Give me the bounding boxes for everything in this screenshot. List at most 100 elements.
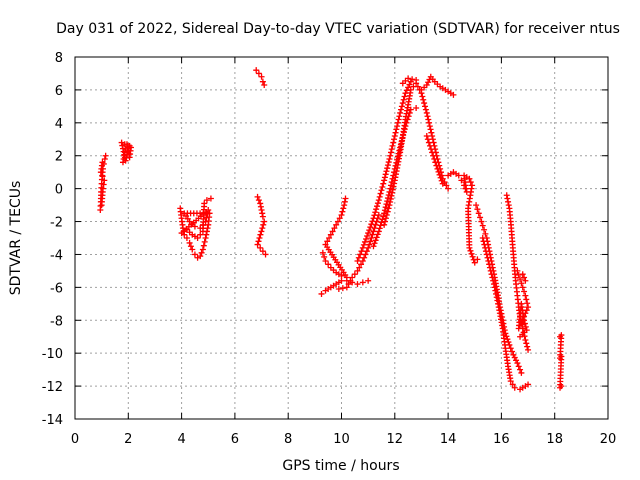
data-point	[395, 116, 402, 123]
data-point	[191, 223, 198, 230]
data-point	[324, 238, 331, 245]
y-tick-label: -14	[42, 413, 63, 428]
data-point	[423, 109, 430, 116]
data-point	[372, 209, 379, 216]
data-point	[257, 231, 264, 238]
data-point	[369, 231, 376, 238]
data-point	[124, 151, 131, 158]
data-point	[99, 173, 106, 180]
data-point	[507, 345, 514, 352]
data-point	[432, 159, 439, 166]
data-point	[370, 243, 377, 250]
data-point	[511, 354, 518, 361]
data-point	[342, 195, 349, 202]
data-point	[445, 185, 452, 192]
x-tick-label: 12	[387, 432, 404, 447]
data-point	[102, 152, 109, 159]
data-point	[372, 237, 379, 244]
data-point	[400, 96, 407, 103]
data-point	[421, 100, 428, 107]
data-point	[419, 93, 426, 100]
data-point	[368, 235, 375, 241]
data-point	[257, 203, 264, 210]
data-point	[475, 210, 482, 217]
y-tick-label: 0	[55, 183, 63, 198]
data-point	[474, 256, 481, 263]
data-point	[483, 251, 490, 258]
axis-ticks	[74, 56, 609, 420]
data-point	[335, 286, 342, 293]
data-point	[319, 249, 326, 256]
data-point	[428, 129, 435, 136]
data-point	[482, 230, 489, 237]
data-point	[371, 212, 378, 219]
data-point	[388, 192, 395, 199]
data-point	[486, 261, 493, 268]
data-point	[258, 73, 265, 80]
data-point	[203, 197, 210, 204]
data-point	[386, 156, 393, 163]
data-point	[359, 279, 366, 286]
data-point	[485, 258, 492, 265]
data-point	[354, 281, 361, 288]
data-point	[201, 200, 208, 207]
data-point	[443, 182, 450, 189]
x-tick-label: 6	[231, 432, 239, 447]
data-point	[495, 300, 502, 307]
data-point	[361, 254, 368, 261]
data-point	[482, 248, 489, 255]
data-point	[383, 211, 390, 218]
data-point	[519, 284, 526, 291]
data-point	[423, 81, 430, 88]
data-point	[484, 254, 491, 261]
data-point	[450, 91, 457, 98]
data-point	[509, 348, 516, 355]
x-tick-label: 10	[333, 432, 350, 447]
data-point	[424, 136, 431, 143]
data-point	[374, 203, 381, 210]
y-axis-title: SDTVAR / TECUs	[8, 181, 24, 296]
data-point	[391, 180, 398, 187]
data-point	[429, 136, 436, 143]
chart-title: Day 031 of 2022, Sidereal Day-to-day VTE…	[56, 21, 620, 37]
data-point	[357, 251, 364, 258]
data-point	[493, 290, 500, 297]
data-point	[504, 195, 511, 202]
data-point	[376, 193, 383, 200]
data-point	[258, 207, 265, 214]
data-point	[522, 337, 529, 344]
x-tick-label: 18	[546, 432, 563, 447]
data-point	[505, 202, 512, 209]
data-point	[517, 276, 524, 283]
data-point	[458, 177, 465, 184]
data-point	[361, 238, 368, 245]
data-point	[393, 126, 400, 133]
data-point	[397, 109, 404, 116]
data-point	[376, 225, 383, 232]
data-point	[101, 177, 108, 184]
data-point	[125, 145, 132, 152]
data-point	[366, 241, 373, 248]
data-point	[425, 79, 432, 86]
x-tick-label: 8	[284, 432, 292, 447]
data-point	[383, 201, 390, 208]
data-point	[354, 267, 361, 274]
data-point	[420, 96, 427, 103]
data-point	[362, 251, 369, 258]
data-point	[507, 378, 514, 385]
data-point	[514, 267, 521, 274]
data-point	[354, 258, 361, 265]
data-point	[364, 233, 371, 240]
data-point	[426, 123, 433, 130]
data-point	[468, 250, 475, 257]
data-point	[371, 240, 378, 247]
data-point	[253, 67, 260, 74]
y-tick-label: -6	[50, 281, 63, 296]
data-point	[343, 284, 350, 291]
data-point	[321, 253, 328, 260]
data-point	[336, 215, 343, 222]
data-point	[261, 218, 268, 225]
y-tick-label: -4	[50, 248, 63, 263]
data-point	[524, 300, 531, 307]
y-tick-label: -10	[42, 347, 63, 362]
